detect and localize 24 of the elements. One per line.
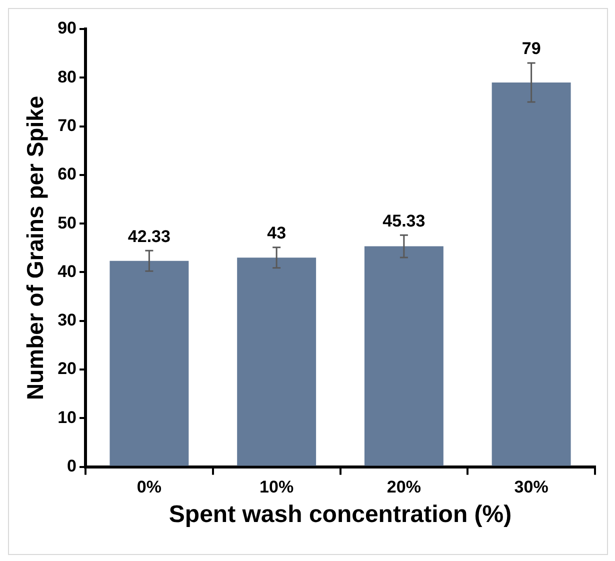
x-axis-title: Spent wash concentration (%) <box>168 501 512 528</box>
data-label: 42.33 <box>128 226 170 246</box>
data-label: 45.33 <box>382 211 426 230</box>
x-tick-label: 20% <box>386 478 421 497</box>
y-tick-label: 50 <box>58 213 77 232</box>
y-tick-label: 70 <box>58 116 77 135</box>
y-tick-label: 10 <box>58 408 77 427</box>
y-tick-label: 0 <box>67 456 77 476</box>
y-tick-label: 80 <box>58 67 77 86</box>
y-tick-label: 90 <box>58 18 77 38</box>
x-tick-label: 30% <box>514 478 548 497</box>
y-axis-title: Number of Grains per Spike <box>22 96 48 400</box>
bar <box>364 246 444 466</box>
bar <box>237 258 316 466</box>
y-tick-label: 40 <box>58 262 77 281</box>
data-label: 79 <box>522 39 541 58</box>
x-tick-label: 0% <box>136 478 162 497</box>
y-tick-label: 20 <box>58 359 77 378</box>
x-tick-label: 10% <box>260 478 294 497</box>
y-tick-label: 30 <box>58 310 77 330</box>
bar <box>492 82 571 466</box>
data-label: 43 <box>267 224 286 243</box>
bar <box>110 260 189 466</box>
y-tick-label: 60 <box>58 164 77 184</box>
